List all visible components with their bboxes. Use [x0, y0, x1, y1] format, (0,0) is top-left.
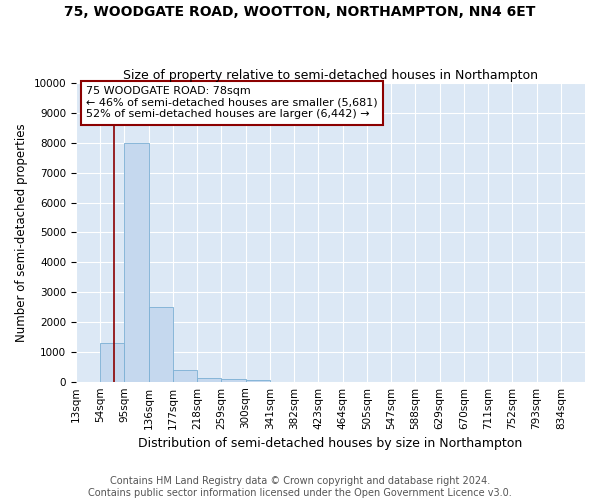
- Bar: [221, 380, 245, 382]
- Y-axis label: Number of semi-detached properties: Number of semi-detached properties: [15, 123, 28, 342]
- Text: 75, WOODGATE ROAD, WOOTTON, NORTHAMPTON, NN4 6ET: 75, WOODGATE ROAD, WOOTTON, NORTHAMPTON,…: [64, 5, 536, 19]
- Bar: [245, 380, 270, 382]
- Title: Size of property relative to semi-detached houses in Northampton: Size of property relative to semi-detach…: [123, 69, 538, 82]
- Bar: [197, 378, 221, 382]
- Bar: [149, 307, 173, 382]
- X-axis label: Distribution of semi-detached houses by size in Northampton: Distribution of semi-detached houses by …: [139, 437, 523, 450]
- Text: 75 WOODGATE ROAD: 78sqm
← 46% of semi-detached houses are smaller (5,681)
52% of: 75 WOODGATE ROAD: 78sqm ← 46% of semi-de…: [86, 86, 378, 120]
- Bar: [100, 343, 124, 382]
- Bar: [124, 143, 149, 382]
- Bar: [173, 370, 197, 382]
- Text: Contains HM Land Registry data © Crown copyright and database right 2024.
Contai: Contains HM Land Registry data © Crown c…: [88, 476, 512, 498]
